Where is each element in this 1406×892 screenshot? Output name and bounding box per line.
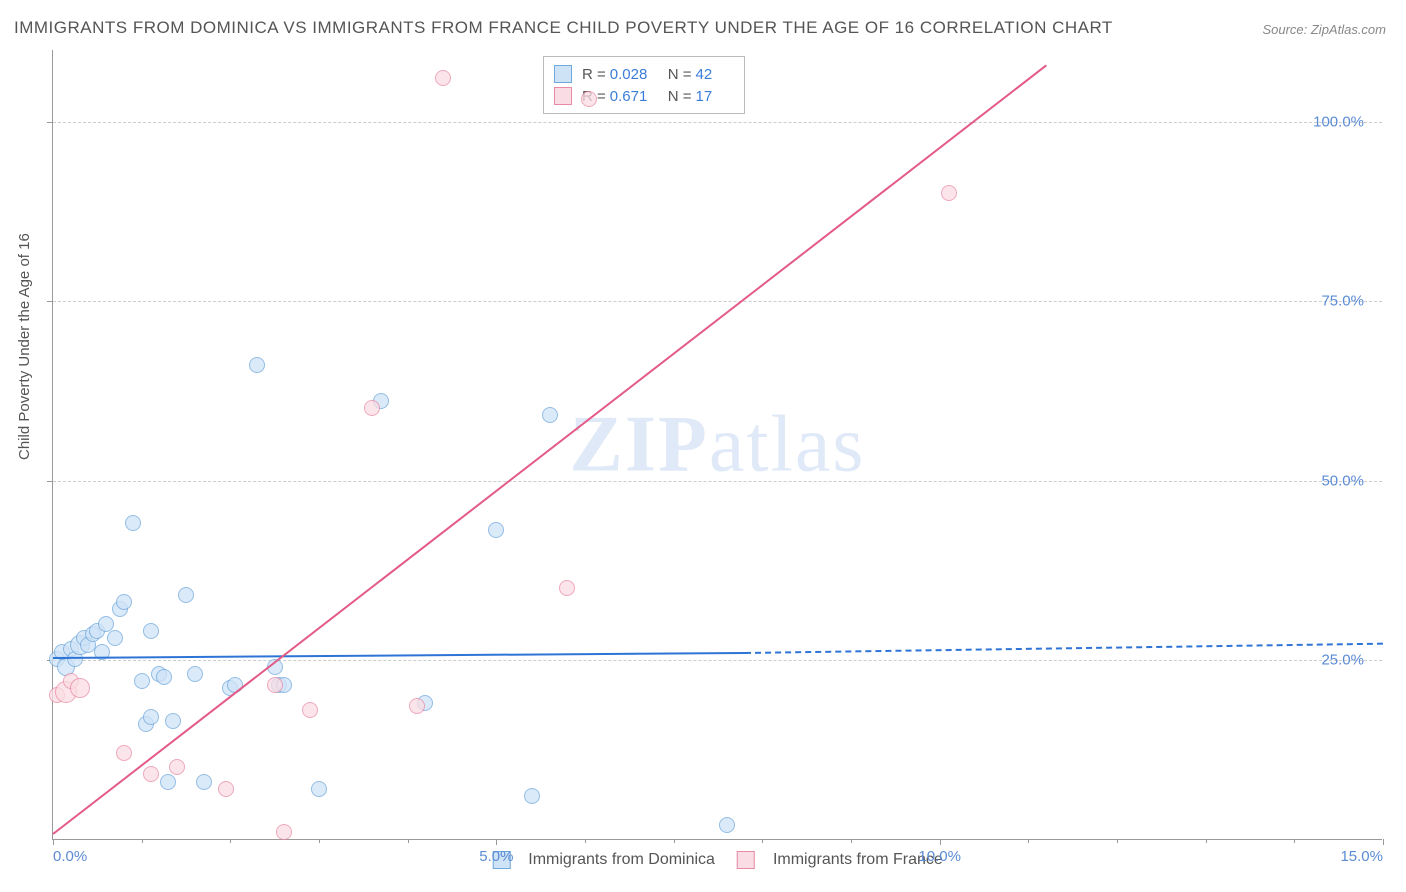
r-value: 0.671	[610, 88, 654, 105]
data-point-dominica	[488, 522, 504, 538]
data-point-france	[581, 91, 597, 107]
watermark: ZIPatlas	[570, 399, 866, 490]
data-point-dominica	[249, 357, 265, 373]
data-point-dominica	[98, 616, 114, 632]
x-minor-tick	[851, 839, 852, 843]
x-minor-tick	[230, 839, 231, 843]
x-tick	[1383, 839, 1384, 845]
gridline	[53, 481, 1382, 482]
plot-area: ZIPatlas R =0.028N =42R =0.671N =17 Immi…	[52, 50, 1382, 840]
x-minor-tick	[1117, 839, 1118, 843]
correlation-chart: IMMIGRANTS FROM DOMINICA VS IMMIGRANTS F…	[0, 0, 1406, 892]
x-minor-tick	[1028, 839, 1029, 843]
legend-swatch-france	[554, 87, 572, 105]
data-point-dominica	[311, 781, 327, 797]
legend-swatch-france	[737, 851, 755, 869]
gridline	[53, 301, 1382, 302]
data-point-dominica	[107, 630, 123, 646]
legend-series: Immigrants from Dominica Immigrants from …	[492, 851, 943, 869]
data-point-dominica	[143, 709, 159, 725]
data-point-france	[435, 70, 451, 86]
y-axis-label: Child Poverty Under the Age of 16	[16, 233, 33, 460]
data-point-france	[559, 580, 575, 596]
x-tick-label: 15.0%	[1340, 848, 1383, 865]
trend-line-dominica	[53, 652, 745, 659]
x-tick	[53, 839, 54, 845]
gridline	[53, 122, 1382, 123]
data-point-france	[143, 766, 159, 782]
data-point-dominica	[160, 774, 176, 790]
data-point-dominica	[719, 817, 735, 833]
x-minor-tick	[585, 839, 586, 843]
n-value: 17	[696, 88, 720, 105]
r-label: R =	[582, 66, 606, 83]
legend-item-dominica: Immigrants from Dominica	[492, 851, 715, 869]
legend-label: Immigrants from Dominica	[528, 851, 715, 869]
data-point-france	[409, 698, 425, 714]
legend-label: Immigrants from France	[773, 851, 943, 869]
data-point-dominica	[143, 623, 159, 639]
source-citation: Source: ZipAtlas.com	[1262, 22, 1386, 37]
data-point-dominica	[524, 788, 540, 804]
y-tick	[47, 301, 53, 302]
data-point-dominica	[542, 407, 558, 423]
data-point-france	[218, 781, 234, 797]
data-point-dominica	[165, 713, 181, 729]
x-tick-label: 0.0%	[53, 848, 87, 865]
data-point-france	[169, 759, 185, 775]
x-minor-tick	[319, 839, 320, 843]
data-point-dominica	[178, 587, 194, 603]
x-tick-label: 10.0%	[918, 848, 961, 865]
x-tick	[940, 839, 941, 845]
source-value: ZipAtlas.com	[1311, 22, 1386, 37]
x-minor-tick	[408, 839, 409, 843]
n-label: N =	[668, 88, 692, 105]
legend-item-france: Immigrants from France	[737, 851, 943, 869]
n-value: 42	[696, 66, 720, 83]
data-point-france	[116, 745, 132, 761]
data-point-dominica	[125, 515, 141, 531]
data-point-france	[941, 185, 957, 201]
y-tick	[47, 481, 53, 482]
data-point-france	[276, 824, 292, 840]
chart-title: IMMIGRANTS FROM DOMINICA VS IMMIGRANTS F…	[14, 18, 1113, 38]
gridline	[53, 660, 1382, 661]
data-point-france	[267, 677, 283, 693]
legend-swatch-dominica	[554, 65, 572, 83]
y-tick	[47, 122, 53, 123]
data-point-dominica	[156, 669, 172, 685]
data-point-dominica	[196, 774, 212, 790]
watermark-rest: atlas	[709, 400, 866, 488]
watermark-bold: ZIP	[570, 400, 709, 488]
data-point-dominica	[134, 673, 150, 689]
legend-stat-row-dominica: R =0.028 N =42	[554, 63, 734, 85]
source-label: Source:	[1262, 22, 1310, 37]
trend-line-france	[52, 65, 1046, 835]
x-minor-tick	[762, 839, 763, 843]
data-point-france	[364, 400, 380, 416]
x-minor-tick	[674, 839, 675, 843]
r-value: 0.028	[610, 66, 654, 83]
data-point-dominica	[187, 666, 203, 682]
y-tick-label: 50.0%	[1321, 472, 1364, 489]
x-tick	[496, 839, 497, 845]
x-minor-tick	[1206, 839, 1207, 843]
data-point-dominica	[116, 594, 132, 610]
x-minor-tick	[1294, 839, 1295, 843]
n-label: N =	[668, 66, 692, 83]
y-tick-label: 100.0%	[1313, 113, 1364, 130]
data-point-france	[70, 678, 90, 698]
legend-correlation-stats: R =0.028 N =42R =0.671 N =17	[543, 56, 745, 114]
data-point-france	[302, 702, 318, 718]
y-tick-label: 75.0%	[1321, 293, 1364, 310]
trend-line-dominica-extension	[745, 642, 1383, 653]
x-tick-label: 5.0%	[479, 848, 513, 865]
x-minor-tick	[142, 839, 143, 843]
y-tick-label: 25.0%	[1321, 652, 1364, 669]
